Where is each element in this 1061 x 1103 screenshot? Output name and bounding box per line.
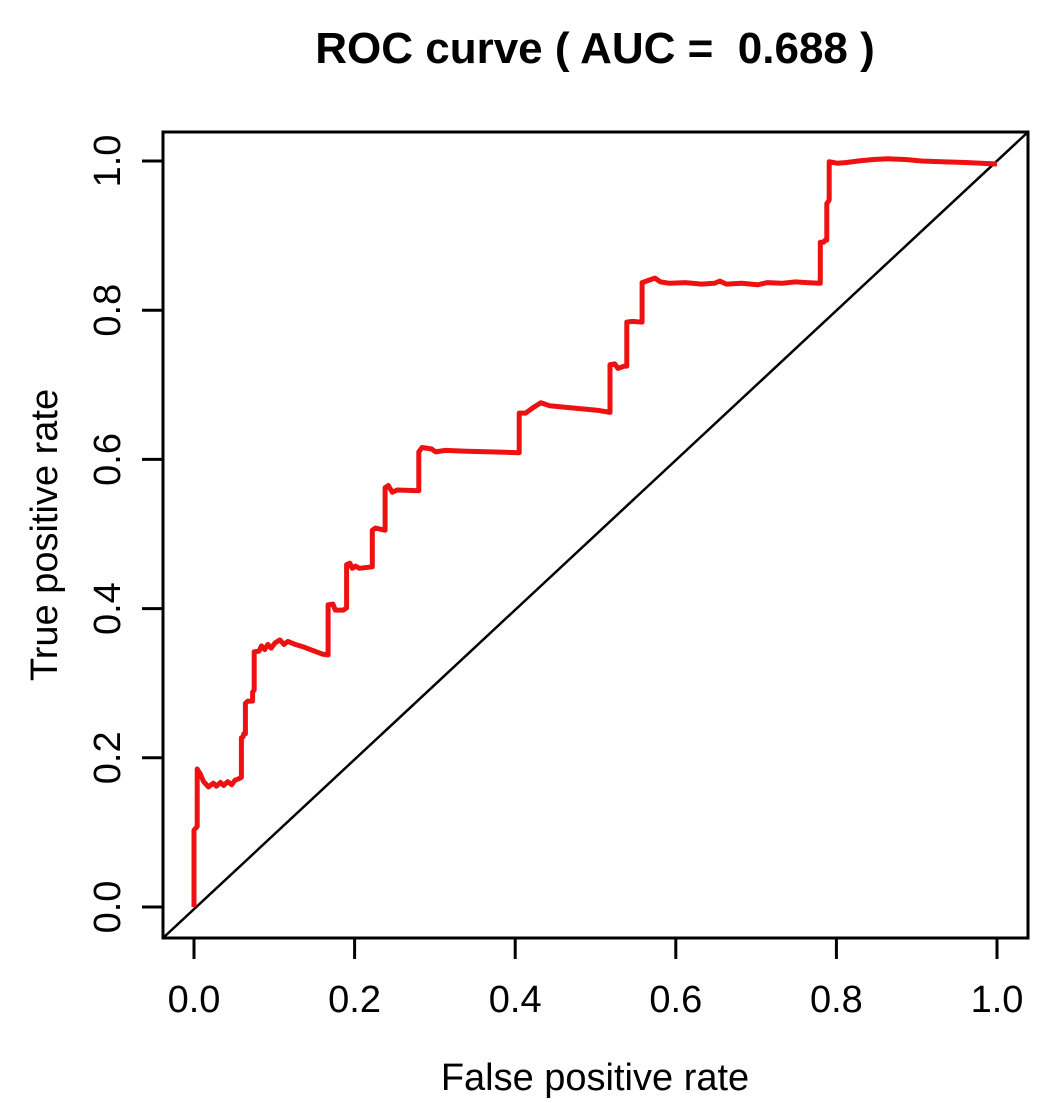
reference-diagonal-line bbox=[162, 131, 1029, 939]
y-axis-label: True positive rate bbox=[24, 389, 66, 681]
x-tick-label: 0.8 bbox=[810, 979, 863, 1021]
y-tick-label: 0.2 bbox=[87, 731, 129, 784]
x-tick-label: 0.6 bbox=[649, 979, 702, 1021]
y-tick-label: 0.6 bbox=[87, 433, 129, 486]
x-tick-label: 0.0 bbox=[168, 979, 221, 1021]
plot-box bbox=[161, 130, 1030, 940]
x-tick-label: 1.0 bbox=[971, 979, 1024, 1021]
y-tick-label: 0.0 bbox=[87, 881, 129, 934]
y-tick-label: 1.0 bbox=[87, 135, 129, 188]
x-tick-label: 0.4 bbox=[489, 979, 542, 1021]
roc-curve-line bbox=[191, 156, 998, 907]
x-axis-label: False positive rate bbox=[441, 1057, 749, 1099]
x-tick-label: 0.2 bbox=[328, 979, 381, 1021]
plot-area: 0.0 0.2 0.4 0.6 0.8 1.0 0.0 0.2 0.4 0.6 0.8 1.0 bbox=[87, 130, 1030, 1021]
y-tick-label: 0.8 bbox=[87, 284, 129, 337]
chart-title: ROC curve ( AUC = 0.688 ) bbox=[315, 24, 875, 73]
y-tick-label: 0.4 bbox=[87, 582, 129, 635]
